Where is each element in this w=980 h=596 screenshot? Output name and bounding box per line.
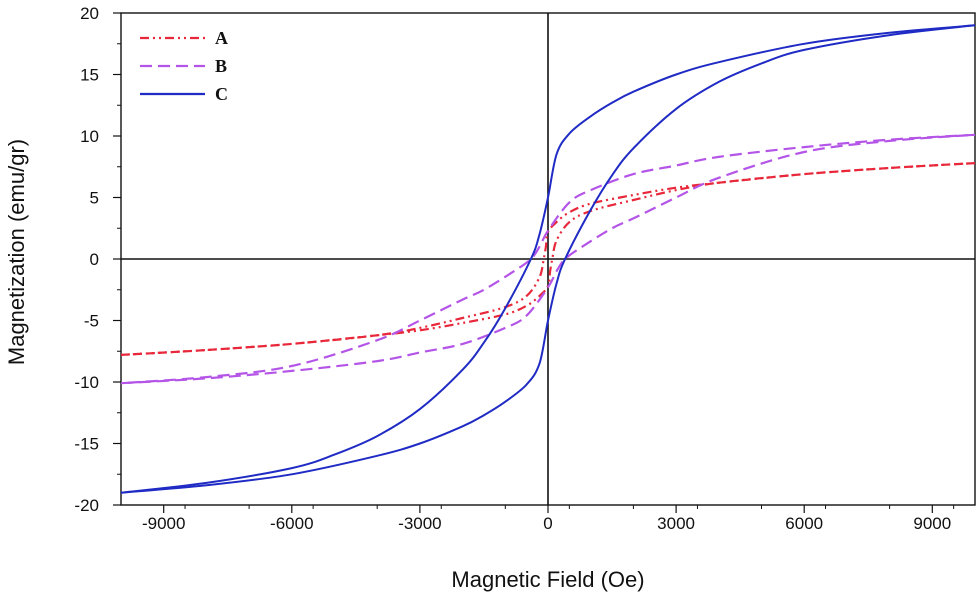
series-c-descending-branch — [120, 24, 976, 494]
x-tick-label: 9000 — [913, 514, 951, 533]
y-tick-label: -20 — [74, 496, 99, 515]
series-c-ascending-branch — [120, 24, 976, 494]
legend-label-c: C — [215, 84, 228, 104]
legend-label-b: B — [215, 56, 227, 76]
series-b-descending-branch — [120, 133, 976, 385]
series-layer — [120, 24, 976, 494]
series-b — [120, 133, 976, 385]
y-tick-label: -10 — [74, 373, 99, 392]
series-c — [120, 24, 976, 494]
x-axis-title: Magnetic Field (Oe) — [451, 567, 644, 592]
y-tick-label: 5 — [90, 189, 99, 208]
legend-label-a: A — [215, 28, 228, 48]
y-tick-label: 10 — [80, 127, 99, 146]
y-tick-label: -15 — [74, 435, 99, 454]
y-tick-label: -5 — [84, 312, 99, 331]
series-b-ascending-branch — [120, 133, 976, 385]
axis-labels: Magnetic Field (Oe) Magnetization (emu/g… — [4, 139, 645, 592]
x-tick-label: 6000 — [785, 514, 823, 533]
x-tick-label: -6000 — [270, 514, 313, 533]
series-a-ascending-branch — [120, 162, 976, 356]
y-tick-label: 0 — [90, 250, 99, 269]
x-tick-label: 3000 — [657, 514, 695, 533]
y-axis-title: Magnetization (emu/gr) — [4, 139, 29, 365]
y-tick-label: 20 — [80, 4, 99, 23]
y-tick-label: 15 — [80, 66, 99, 85]
x-tick-label: -3000 — [398, 514, 441, 533]
legend: ABC — [140, 28, 228, 104]
series-a — [120, 162, 976, 356]
axes: -9000 -6000 -3000 0 3000 6000 9000 20 15 10 5 0 -5 -1… — [74, 4, 976, 533]
x-tick-label: -9000 — [142, 514, 185, 533]
x-tick-label: 0 — [543, 514, 552, 533]
